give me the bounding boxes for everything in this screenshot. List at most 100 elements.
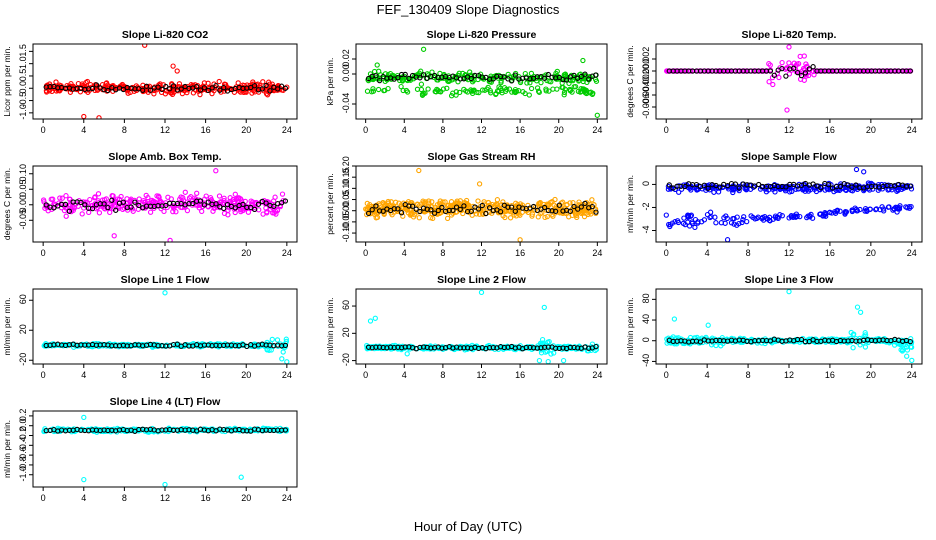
data-point <box>561 89 568 96</box>
x-tick-label: 24 <box>907 370 917 380</box>
x-tick-label: 16 <box>825 125 835 135</box>
data-point <box>795 61 802 67</box>
x-tick-label: 4 <box>81 125 86 135</box>
data-point <box>686 223 693 229</box>
x-tick-label: 0 <box>363 125 368 135</box>
data-point <box>721 215 727 221</box>
data-point <box>673 335 679 342</box>
y-tick-label: 0.20 <box>341 156 351 174</box>
data-point <box>214 204 220 210</box>
data-point <box>478 289 485 296</box>
data-point <box>142 44 148 48</box>
median-point <box>552 208 559 214</box>
data-point <box>216 193 223 199</box>
data-point <box>800 186 807 192</box>
x-tick-label: 16 <box>515 125 525 135</box>
median-point <box>802 70 809 76</box>
y-tick-label: 0.10 <box>18 164 28 182</box>
data-point <box>83 199 89 205</box>
data-point <box>862 332 869 338</box>
data-point <box>80 199 87 205</box>
data-point <box>663 212 669 218</box>
data-point <box>561 92 567 98</box>
median-point <box>406 75 412 82</box>
data-point <box>741 214 747 220</box>
y-tick-label: -0.6 <box>18 446 28 462</box>
median-point <box>578 73 584 80</box>
median-point <box>66 208 73 214</box>
median-point <box>113 207 119 213</box>
data-point <box>253 201 259 207</box>
data-point <box>577 89 583 95</box>
y-axis-label: ml/min per min. <box>325 297 335 355</box>
data-point <box>786 289 792 295</box>
x-tick-label: 20 <box>866 248 876 258</box>
data-point <box>81 113 87 119</box>
data-point <box>385 200 392 206</box>
median-point <box>541 75 548 81</box>
x-tick-label: 8 <box>122 370 127 380</box>
median-point <box>693 181 700 188</box>
data-point <box>419 91 426 97</box>
data-point <box>68 199 74 205</box>
data-point <box>416 215 422 221</box>
median-point <box>409 203 416 209</box>
data-point <box>260 211 266 217</box>
median-point <box>468 208 474 214</box>
median-point <box>439 204 445 211</box>
data-point <box>274 337 281 343</box>
x-tick-label: 16 <box>825 248 835 258</box>
y-tick-label: -0.004 <box>641 81 651 107</box>
data-point <box>682 221 688 228</box>
x-tick-label: 4 <box>402 248 407 258</box>
data-series <box>40 168 289 242</box>
median-point <box>128 204 134 210</box>
median-point <box>457 76 463 82</box>
median-point <box>767 68 774 74</box>
median-point <box>593 72 599 78</box>
data-point <box>734 214 740 220</box>
data-point <box>186 195 193 201</box>
median-point <box>479 202 485 209</box>
data-point <box>170 63 176 69</box>
median-point <box>89 205 96 212</box>
median-point <box>483 210 489 217</box>
x-tick-label: 0 <box>41 493 46 503</box>
panel-5: Slope Gas Stream RH 0 4 8 12 16 20 24 -0.10-0.05… <box>325 151 608 258</box>
data-point <box>784 65 790 71</box>
data-point <box>766 79 772 85</box>
data-point <box>864 207 870 213</box>
data-point <box>507 215 514 221</box>
data-point <box>200 201 206 207</box>
plot-frame <box>355 288 608 365</box>
x-tick-label: 0 <box>363 248 368 258</box>
y-tick-label: 60 <box>341 300 351 310</box>
median-point <box>120 199 127 205</box>
y-tick-label: 0.00 <box>18 195 28 213</box>
x-tick-label: 16 <box>201 370 211 380</box>
data-series <box>664 289 915 364</box>
median-point <box>163 202 169 209</box>
median-point <box>267 88 273 94</box>
data-point <box>95 204 101 211</box>
data-point <box>414 201 421 207</box>
y-tick-label: 0.10 <box>341 179 351 197</box>
median-point <box>486 205 493 211</box>
data-point <box>838 181 844 187</box>
median-point <box>271 203 277 209</box>
data-point <box>227 195 233 201</box>
y-tick-label: -0.006 <box>641 93 651 119</box>
data-point <box>512 89 519 96</box>
data-point <box>488 90 494 96</box>
data-point <box>272 194 278 200</box>
data-point <box>854 208 860 214</box>
data-point <box>545 358 551 364</box>
data-point <box>548 351 554 357</box>
x-tick-label: 8 <box>440 370 445 380</box>
median-point <box>201 202 208 208</box>
panel-3: Slope Li-820 Temp. 0 4 8 12 16 20 24 -0.006-0.00… <box>625 29 923 135</box>
data-point <box>779 59 785 66</box>
data-point <box>438 89 444 95</box>
data-point <box>804 214 810 221</box>
